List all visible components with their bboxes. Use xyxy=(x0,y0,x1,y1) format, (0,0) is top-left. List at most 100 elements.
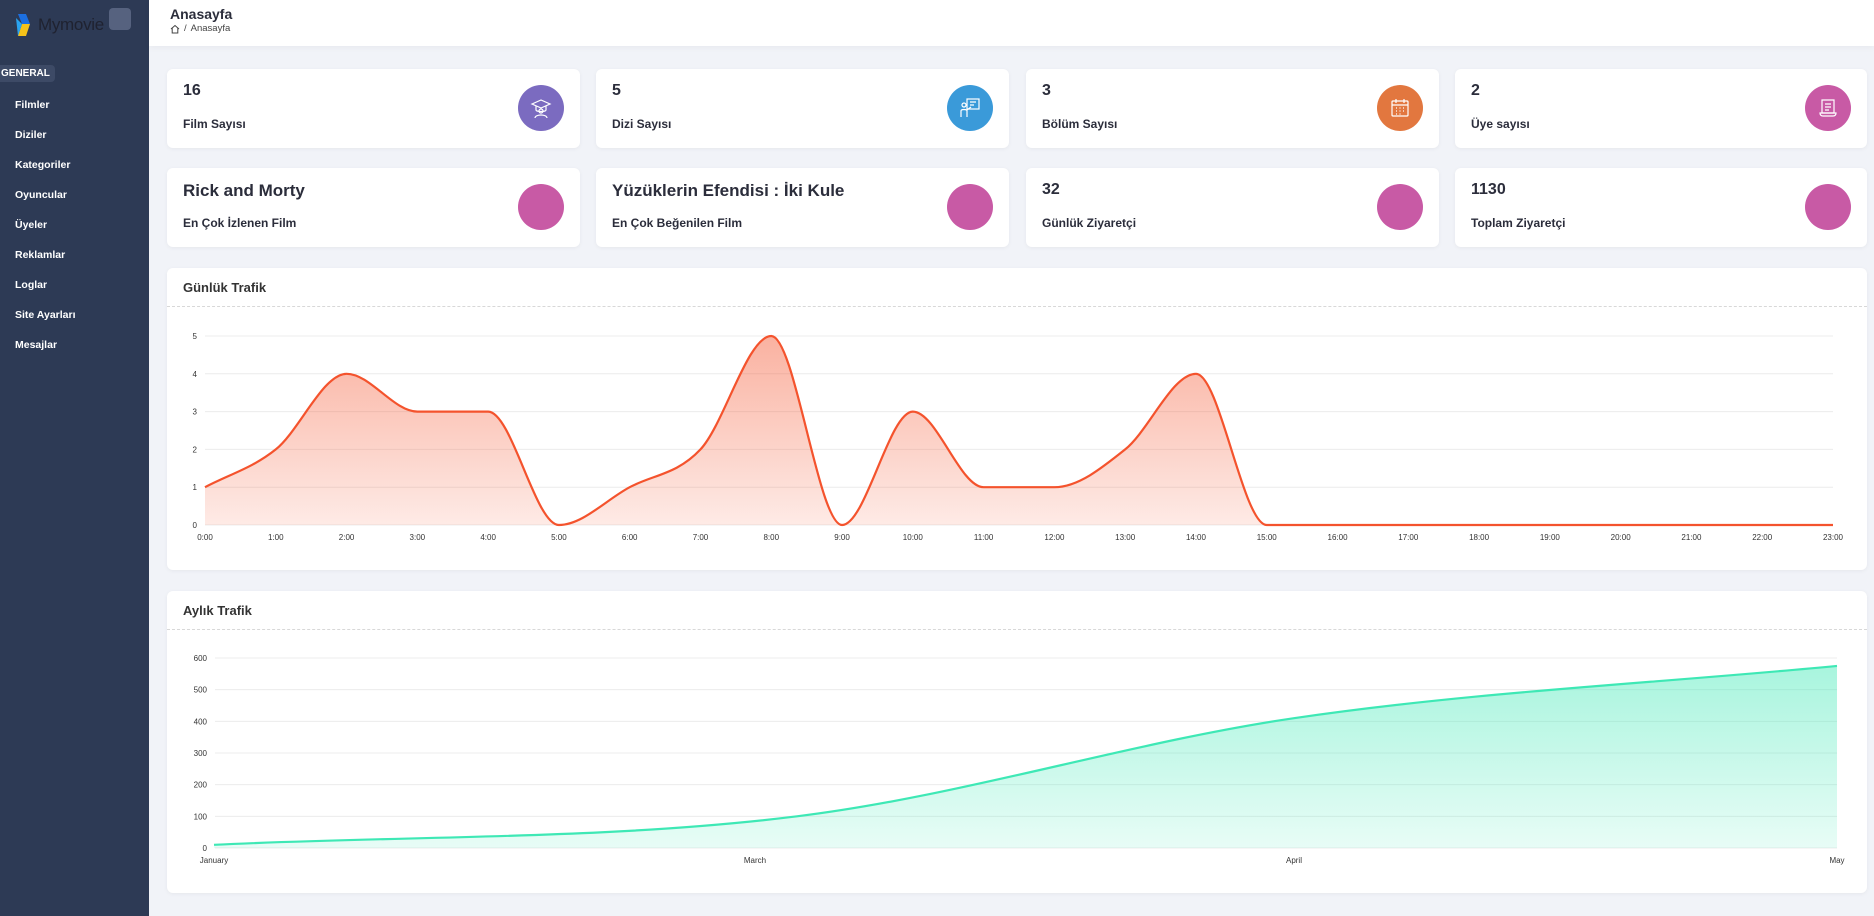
y-tick-label: 100 xyxy=(194,812,208,821)
stat-circle xyxy=(947,184,993,230)
sidebar-item-kategoriler[interactable]: Kategoriler xyxy=(15,159,71,171)
y-tick-label: 0 xyxy=(193,521,198,530)
stat-value: Rick and Morty xyxy=(183,181,305,200)
receipt-icon xyxy=(1805,85,1851,131)
panel-title: Günlük Trafik xyxy=(183,280,267,295)
panel-title: Aylık Trafik xyxy=(183,603,252,618)
x-tick-label: 17:00 xyxy=(1398,533,1419,542)
x-tick-label: March xyxy=(744,856,766,865)
panel-divider xyxy=(167,629,1867,630)
y-tick-label: 5 xyxy=(193,332,198,341)
x-tick-label: 15:00 xyxy=(1257,533,1278,542)
y-tick-label: 600 xyxy=(194,654,208,663)
y-tick-label: 1 xyxy=(193,483,198,492)
x-tick-label: 7:00 xyxy=(693,533,709,542)
panel-divider xyxy=(167,306,1867,307)
home-icon[interactable] xyxy=(170,24,180,34)
student-icon xyxy=(518,85,564,131)
series-line xyxy=(204,334,1833,527)
stat-card-gunluk-ziyaretci: 32 Günlük Ziyaretçi xyxy=(1026,168,1439,247)
stat-circle xyxy=(1805,184,1851,230)
x-tick-label: 0:00 xyxy=(197,533,213,542)
x-tick-label: 18:00 xyxy=(1469,533,1490,542)
stat-value: 1130 xyxy=(1471,181,1506,198)
stat-label: Üye sayısı xyxy=(1471,117,1530,131)
sidebar-item-diziler[interactable]: Diziler xyxy=(15,129,47,141)
calendar-icon xyxy=(1377,85,1423,131)
stat-card-film-sayisi: 16 Film Sayısı xyxy=(167,69,580,148)
series-area xyxy=(214,665,1837,848)
x-tick-label: 19:00 xyxy=(1540,533,1561,542)
stat-value: 2 xyxy=(1471,82,1480,99)
x-tick-label: 9:00 xyxy=(834,533,850,542)
x-tick-label: 3:00 xyxy=(410,533,426,542)
x-tick-label: 6:00 xyxy=(622,533,638,542)
stat-value: Yüzüklerin Efendisi : İki Kule xyxy=(612,181,845,200)
x-tick-label: 11:00 xyxy=(974,533,994,542)
series-line xyxy=(213,664,1838,846)
stat-circle xyxy=(518,184,564,230)
sidebar-item-uyeler[interactable]: Üyeler xyxy=(15,219,48,231)
page-title: Anasayfa xyxy=(170,6,233,22)
x-tick-label: 13:00 xyxy=(1115,533,1136,542)
stat-label: Toplam Ziyaretçi xyxy=(1471,216,1566,230)
y-tick-label: 3 xyxy=(193,408,198,417)
sidebar-item-reklamlar[interactable]: Reklamlar xyxy=(15,249,66,261)
presentation-icon xyxy=(947,85,993,131)
sidebar-toggle-button[interactable] xyxy=(109,8,131,30)
x-tick-label: 21:00 xyxy=(1681,533,1702,542)
y-tick-label: 400 xyxy=(194,717,208,726)
x-tick-label: 2:00 xyxy=(339,533,355,542)
monthly-traffic-panel: Aylık Trafik 0 100 200 300 400 500 600 January M… xyxy=(167,591,1867,893)
sidebar-item-site-ayarlari[interactable]: Site Ayarları xyxy=(15,309,76,321)
x-tick-label: January xyxy=(200,856,228,865)
x-tick-label: 16:00 xyxy=(1328,533,1349,542)
sidebar: Mymovie GENERAL Filmler Diziler Kategori… xyxy=(0,0,149,916)
logo-icon xyxy=(14,12,34,38)
x-tick-label: 20:00 xyxy=(1611,533,1632,542)
stat-label: En Çok İzlenen Film xyxy=(183,216,297,230)
breadcrumb-separator: / xyxy=(184,23,187,34)
sidebar-item-oyuncular[interactable]: Oyuncular xyxy=(15,189,67,201)
sidebar-menu: Filmler Diziler Kategoriler Oyuncular Üy… xyxy=(15,95,76,365)
daily-traffic-panel: Günlük Trafik 0 1 2 3 4 5 0:00 1:00 2:00 3:00 4:00… xyxy=(167,268,1867,570)
stat-circle xyxy=(1377,184,1423,230)
stat-value: 5 xyxy=(612,82,621,99)
x-tick-label: 12:00 xyxy=(1044,533,1065,542)
y-tick-label: 2 xyxy=(193,445,198,454)
stat-label: Günlük Ziyaretçi xyxy=(1042,216,1137,230)
sidebar-item-mesajlar[interactable]: Mesajlar xyxy=(15,339,58,351)
stat-value: 32 xyxy=(1042,181,1060,198)
stat-label: En Çok Beğenilen Film xyxy=(612,216,743,230)
stat-card-dizi-sayisi: 5 Dizi Sayısı xyxy=(596,69,1009,148)
x-tick-label: 5:00 xyxy=(551,533,567,542)
sidebar-item-loglar[interactable]: Loglar xyxy=(15,279,48,291)
x-tick-label: 22:00 xyxy=(1752,533,1773,542)
x-tick-label: 23:00 xyxy=(1823,533,1844,542)
series-area xyxy=(205,336,1833,525)
stat-card-toplam-ziyaretci: 1130 Toplam Ziyaretçi xyxy=(1455,168,1867,247)
stat-value: 16 xyxy=(183,82,201,99)
y-tick-label: 4 xyxy=(193,370,198,379)
stat-label: Film Sayısı xyxy=(183,117,246,131)
daily-traffic-chart: 0 1 2 3 4 5 0:00 1:00 2:00 3:00 4:00 5:00 6:00 7:00 8:… xyxy=(193,332,1844,542)
logo[interactable]: Mymovie xyxy=(14,8,144,40)
stat-card-bolum-sayisi: 3 Bölüm Sayısı xyxy=(1026,69,1439,148)
x-tick-label: 14:00 xyxy=(1186,533,1207,542)
monthly-traffic-chart: 0 100 200 300 400 500 600 January March April May xyxy=(194,654,1845,865)
x-tick-label: April xyxy=(1286,856,1302,865)
y-tick-label: 0 xyxy=(203,844,208,853)
stat-card-en-cok-izlenen: Rick and Morty En Çok İzlenen Film xyxy=(167,168,580,247)
breadcrumb: / Anasayfa xyxy=(170,23,230,34)
stat-card-en-cok-begenilen: Yüzüklerin Efendisi : İki Kule En Çok Be… xyxy=(596,168,1009,247)
y-tick-label: 500 xyxy=(194,686,208,695)
x-tick-label: 8:00 xyxy=(763,533,779,542)
y-tick-label: 200 xyxy=(194,781,208,790)
sidebar-item-filmler[interactable]: Filmler xyxy=(15,99,50,111)
x-tick-label: May xyxy=(1829,856,1844,865)
section-label: GENERAL xyxy=(0,65,55,82)
logo-text: Mymovie xyxy=(38,15,104,34)
x-tick-label: 1:00 xyxy=(268,533,284,542)
breadcrumb-current: Anasayfa xyxy=(190,23,231,34)
x-tick-label: 4:00 xyxy=(480,533,496,542)
